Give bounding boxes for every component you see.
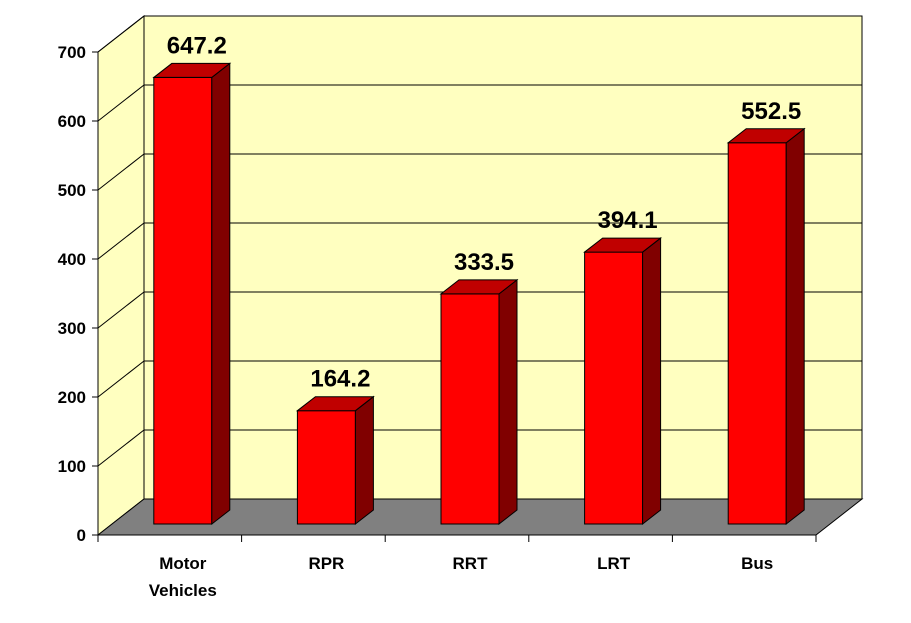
bar-side bbox=[354, 395, 374, 526]
x-category-label: Motor bbox=[159, 554, 207, 573]
bar-side bbox=[785, 127, 805, 526]
bar-front bbox=[727, 142, 787, 525]
data-label: 164.2 bbox=[310, 366, 370, 393]
y-tick-label: 200 bbox=[58, 388, 86, 407]
y-tick-label: 100 bbox=[58, 457, 86, 476]
x-category-label: Bus bbox=[741, 554, 773, 573]
y-tick-label: 0 bbox=[77, 526, 86, 545]
y-tick-label: 700 bbox=[58, 43, 86, 62]
bar-top bbox=[583, 237, 663, 253]
data-label: 552.5 bbox=[741, 98, 801, 125]
x-category-label: Vehicles bbox=[149, 581, 217, 600]
bar-front bbox=[153, 76, 213, 525]
x-category-label: LRT bbox=[597, 554, 631, 573]
bar-top bbox=[726, 128, 806, 144]
x-axis-category-labels: Motor Vehicles RPR RRT LRT Bus bbox=[149, 554, 773, 600]
bar-top bbox=[439, 279, 519, 295]
gridline bbox=[97, 84, 862, 122]
y-axis-tick-labels: 0 100 200 300 400 500 600 700 bbox=[58, 43, 86, 545]
y-tick-label: 600 bbox=[58, 112, 86, 131]
x-category-label: RPR bbox=[308, 554, 344, 573]
gridline bbox=[97, 15, 862, 53]
y-tick-label: 500 bbox=[58, 181, 86, 200]
x-category-label: RRT bbox=[453, 554, 489, 573]
gridline bbox=[97, 222, 862, 260]
bar-side bbox=[498, 278, 518, 526]
bar-side bbox=[642, 237, 662, 526]
data-labels: 647.2 164.2 333.5 394.1 552.5 bbox=[167, 32, 801, 392]
bars bbox=[152, 62, 806, 526]
bar-front bbox=[584, 251, 644, 525]
bar-top bbox=[152, 62, 232, 78]
bar-front bbox=[296, 410, 356, 525]
bar-front bbox=[440, 293, 500, 525]
gridline bbox=[97, 153, 862, 191]
bar-top bbox=[295, 396, 375, 412]
data-label: 394.1 bbox=[598, 207, 658, 234]
axes bbox=[92, 51, 817, 542]
data-label: 333.5 bbox=[454, 249, 514, 276]
data-label: 647.2 bbox=[167, 32, 227, 59]
y-tick-label: 400 bbox=[58, 250, 86, 269]
side-wall bbox=[97, 14, 145, 537]
bar-side bbox=[211, 62, 231, 526]
y-tick-label: 300 bbox=[58, 319, 86, 338]
